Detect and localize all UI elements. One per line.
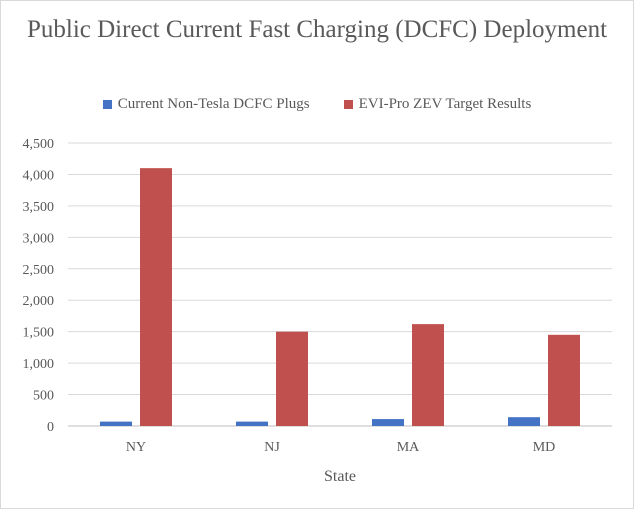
x-tick-label-ny: NY [126, 440, 146, 455]
y-tick-label: 3,500 [23, 200, 55, 215]
legend-item-series-2: EVI-Pro ZEV Target Results [343, 96, 532, 113]
y-tick-label: 2,500 [23, 263, 55, 278]
x-axis-title: State [324, 468, 356, 485]
bars [100, 168, 580, 426]
bar-md-series-1 [508, 417, 540, 426]
y-tick-label: 4,000 [23, 168, 55, 183]
legend-swatch-series-1 [102, 100, 112, 109]
bar-nj-series-1 [236, 421, 268, 426]
bar-ma-series-2 [412, 324, 444, 426]
x-axis-ticks: NY NJ MA MD [126, 440, 555, 455]
y-tick-label: 1,000 [23, 357, 55, 372]
y-tick-label: 1,500 [23, 326, 55, 341]
legend-label-series-1: Current Non-Tesla DCFC Plugs [117, 96, 310, 112]
bar-nj-series-2 [276, 331, 308, 426]
legend-swatch-series-2 [343, 100, 353, 109]
legend-item-series-1: Current Non-Tesla DCFC Plugs [102, 96, 310, 113]
bar-ma-series-1 [372, 419, 404, 426]
y-tick-label: 500 [33, 389, 54, 404]
bar-ny-series-1 [100, 421, 132, 426]
y-axis-ticks: 0 500 1,000 1,500 2,000 2,500 3,000 3,500 4,000 4… [23, 137, 55, 435]
legend: Current Non-Tesla DCFC Plugs EVI-Pro ZEV… [0, 96, 634, 113]
y-tick-label: 0 [47, 420, 54, 435]
bar-ny-series-2 [140, 168, 172, 426]
y-tick-label: 2,000 [23, 294, 55, 309]
legend-label-series-2: EVI-Pro ZEV Target Results [358, 96, 532, 112]
x-tick-label-ma: MA [397, 440, 420, 455]
y-tick-label: 3,000 [23, 231, 55, 246]
y-tick-label: 4,500 [23, 137, 55, 152]
chart-title: Public Direct Current Fast Charging (DCF… [26, 16, 608, 43]
x-tick-label-md: MD [533, 440, 556, 455]
x-tick-label-nj: NJ [264, 440, 280, 455]
bar-md-series-2 [548, 334, 580, 426]
